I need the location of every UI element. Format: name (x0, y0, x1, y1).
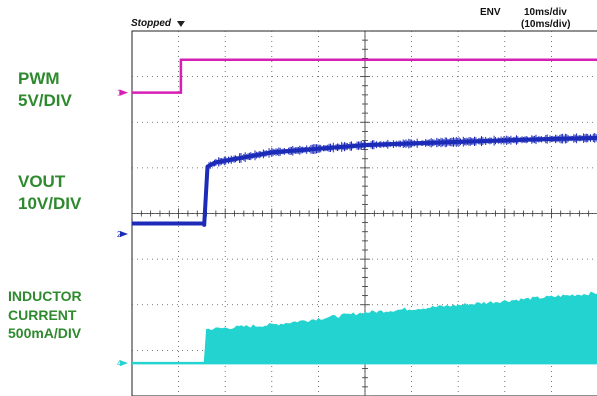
current-ground-marker-text: 4 (117, 359, 122, 368)
vout-ground-marker-icon (120, 231, 128, 238)
vout-ground-marker-text: 2 (117, 230, 122, 239)
inductor-current-label: INDUCTOR CURRENT 500mA/DIV (8, 289, 82, 341)
inductor-current-label-line2: CURRENT (8, 306, 77, 323)
inductor-current-label-scale: 500mA/DIV (8, 325, 82, 342)
current-ground-marker-icon (120, 360, 128, 367)
vout-ripple (208, 133, 597, 170)
vout-label-scale: 10V/DIV (18, 193, 82, 213)
pwm-label-name: PWM (18, 69, 60, 88)
pwm-ground-marker-icon (120, 89, 128, 96)
timebase-readout: 10ms/div (524, 7, 567, 18)
acquisition-mode: ENV (480, 7, 501, 18)
pwm-ground-marker-text: 1 (117, 89, 122, 98)
timebase-readout-secondary: (10ms/div) (521, 19, 571, 30)
inductor-current-label-line1: INDUCTOR (8, 288, 82, 304)
scope-traces (132, 58, 597, 365)
vout-label-name: VOUT (18, 172, 66, 191)
pwm-label: PWM 5V/DIV (18, 70, 72, 110)
trigger-marker-icon (176, 21, 185, 27)
channel-markers: 1 2 4 (117, 89, 128, 368)
inductor-current-envelope (203, 291, 597, 364)
vout-trace (132, 135, 597, 227)
pwm-trace (132, 58, 597, 94)
pwm-label-scale: 5V/DIV (18, 90, 72, 110)
vout-label: VOUT 10V/DIV (18, 173, 81, 213)
acquisition-status: Stopped (131, 18, 171, 29)
